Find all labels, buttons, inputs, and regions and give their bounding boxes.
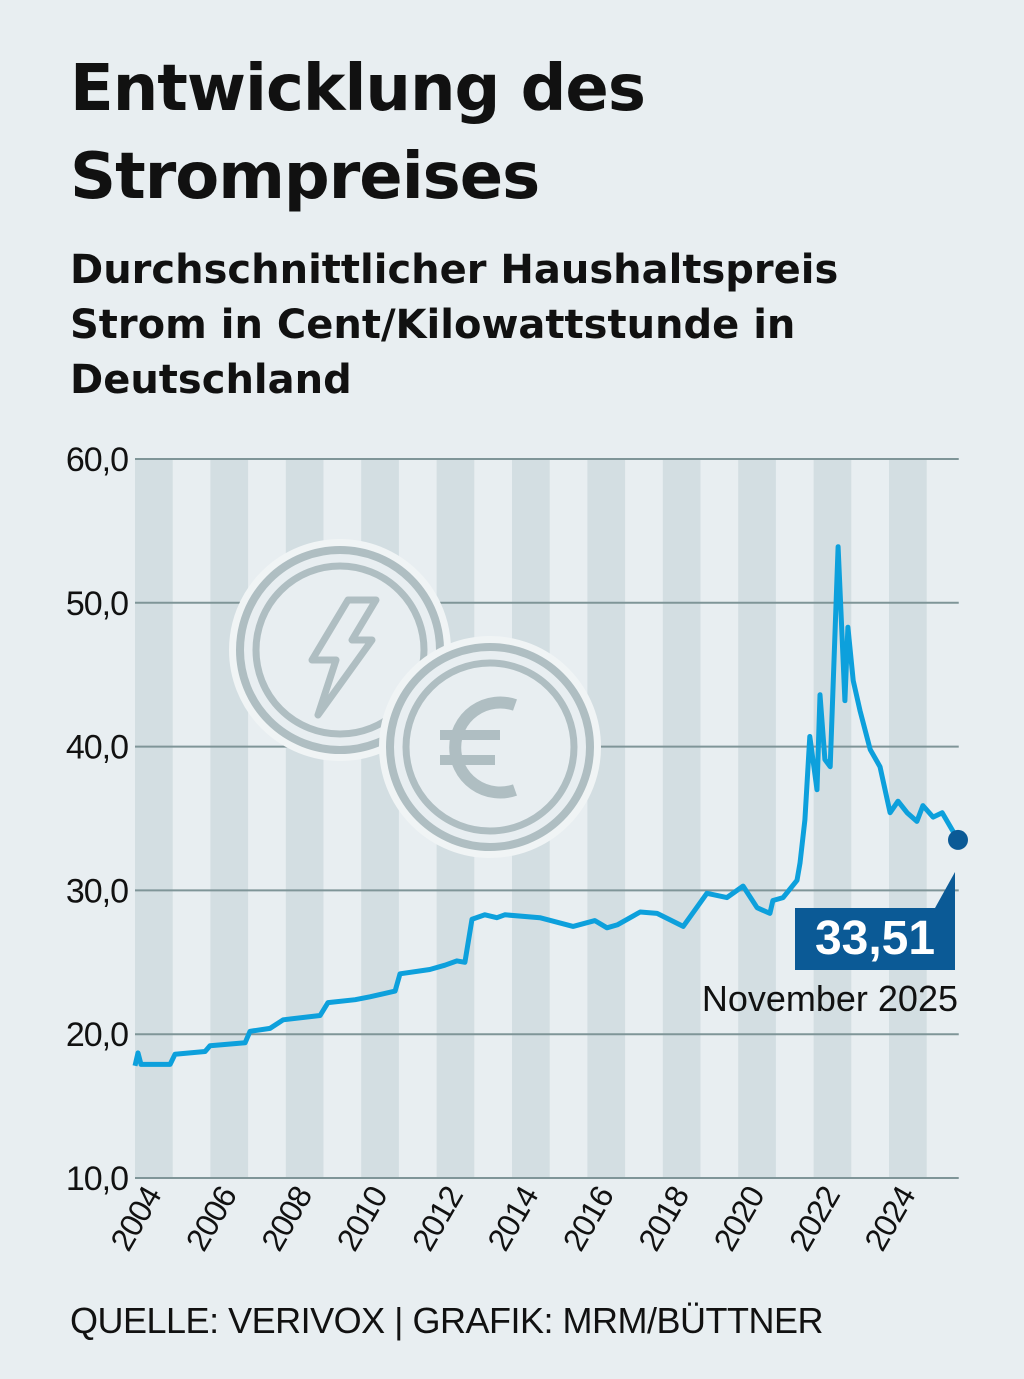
euro-coin-icon: [379, 636, 601, 858]
year-stripe: [210, 459, 249, 1178]
x-tick-label: 2008: [254, 1180, 319, 1256]
x-tick-label: 2010: [329, 1180, 394, 1256]
value-pointer: [935, 872, 955, 910]
y-tick-label: 40,0: [66, 729, 128, 767]
series-line: [132, 544, 961, 1067]
year-stripe: [662, 459, 701, 1178]
source-credit: QUELLE: VERIVOX | GRAFIK: MRM/BÜTTNER: [70, 1300, 823, 1341]
x-tick-label: 2006: [179, 1180, 244, 1256]
y-tick-label: 20,0: [66, 1016, 128, 1054]
x-tick-label: 2024: [857, 1180, 922, 1256]
y-tick-label: 30,0: [66, 872, 128, 910]
x-tick-label: 2020: [706, 1180, 771, 1256]
x-tick-label: 2016: [556, 1180, 621, 1256]
y-axis-ticks: 10,0 20,0 30,0 40,0 50,0 60,0: [66, 441, 129, 1198]
current-value-date: November 2025: [701, 978, 958, 1019]
coin-icons: [229, 539, 601, 858]
end-point-marker: [947, 829, 968, 850]
y-tick-label: 60,0: [66, 441, 128, 479]
x-tick-label: 2012: [405, 1180, 470, 1256]
year-stripe: [813, 459, 852, 1178]
year-stripe: [587, 459, 626, 1178]
chart-subtitle: Durchschnittlicher Haushaltspreis Strom …: [70, 247, 839, 403]
y-tick-label: 10,0: [66, 1160, 128, 1198]
chart-title: Entwicklung des Strompreises: [70, 52, 646, 214]
current-value-label: 33,51: [795, 908, 955, 970]
year-stripe: [135, 459, 173, 1178]
year-stripe: [738, 459, 776, 1178]
x-axis-ticks: 2004 2006 2008 2010 2012 2014 2016 2018 2020 2022…: [103, 1180, 922, 1256]
year-stripe: [889, 459, 927, 1178]
x-tick-label: 2022: [782, 1180, 847, 1256]
x-tick-label: 2014: [480, 1180, 545, 1256]
y-tick-label: 50,0: [66, 585, 128, 623]
x-tick-label: 2018: [631, 1180, 696, 1256]
